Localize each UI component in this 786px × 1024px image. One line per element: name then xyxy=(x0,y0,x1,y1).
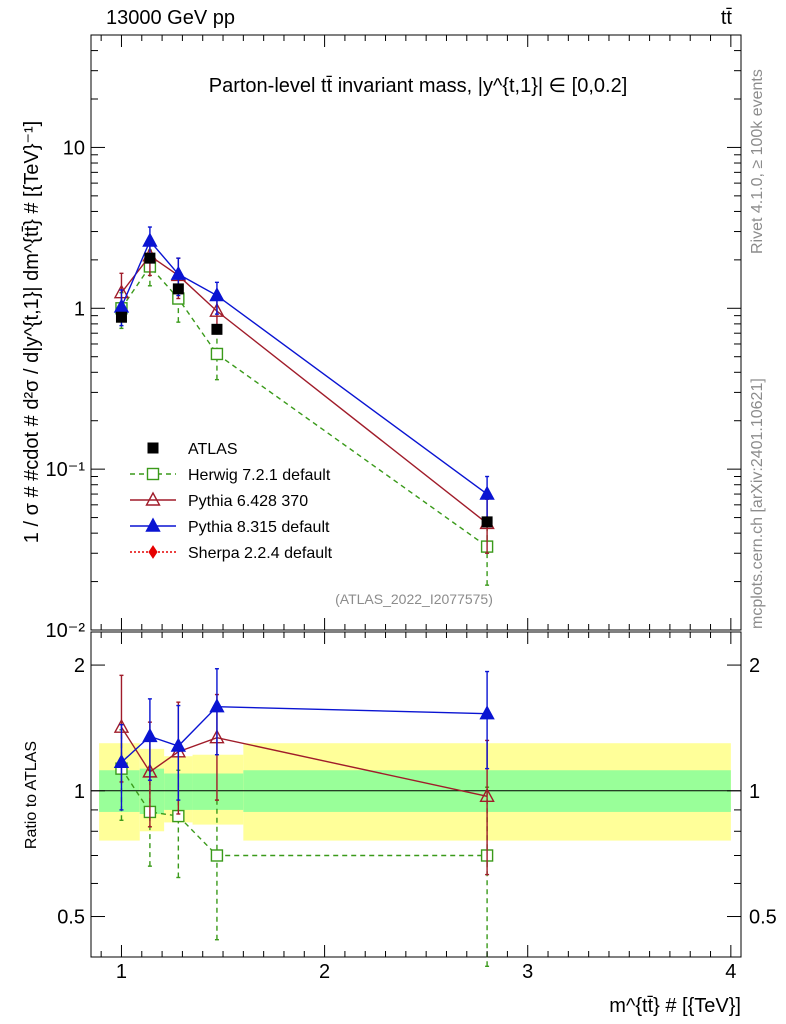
ratio-point xyxy=(142,727,158,743)
ratio-point xyxy=(113,753,130,769)
data-point xyxy=(209,287,225,302)
x-tick-label: 4 xyxy=(725,961,736,983)
legend-label: ATLAS xyxy=(188,441,238,458)
ratio-tick-label-right: 2 xyxy=(749,655,760,677)
ratio-series-line xyxy=(120,768,488,857)
data-point xyxy=(209,302,225,317)
ratio-plot: 0.5 0.5 1 1 2 2 xyxy=(57,631,777,968)
ratio-tick-label-right: 1 xyxy=(749,781,760,803)
ratio-y-axis-label: Ratio to ATLAS xyxy=(23,741,40,849)
x-tick-label: 1 xyxy=(116,961,127,983)
ratio-point xyxy=(479,787,495,803)
atlas-point xyxy=(115,311,127,323)
ratio-uncertainty-bands xyxy=(99,743,731,841)
atlas-point xyxy=(211,323,223,335)
header-process: tt̄ xyxy=(721,7,733,29)
y-tick-label: 1 xyxy=(74,298,85,320)
ratio-series-2 xyxy=(113,668,495,811)
legend-label: Pythia 8.315 default xyxy=(188,519,330,536)
ratio-point xyxy=(479,705,495,720)
legend: ATLAS Herwig 7.2.1 default Pythia 6.428 37… xyxy=(130,441,333,562)
atlas-point xyxy=(481,516,493,528)
ratio-tick-label-right: 0.5 xyxy=(749,907,777,929)
ratio-tick-label: 0.5 xyxy=(57,907,85,929)
data-point xyxy=(479,485,495,500)
legend-marker xyxy=(147,442,159,454)
legend-marker xyxy=(146,467,160,481)
data-point xyxy=(142,232,158,247)
legend-marker xyxy=(145,517,161,532)
x-tick-label: 2 xyxy=(319,961,330,983)
mcplots-label: mcplots.cern.ch [arXiv:2401.10621] xyxy=(749,378,766,629)
legend-label: Pythia 6.428 370 xyxy=(188,493,308,510)
ratio-tick-label: 2 xyxy=(74,655,85,677)
y-axis-label: 1 / σ # #cdot # d²σ / d|y^{t,1}| dm^{tt̄… xyxy=(21,121,43,543)
data-point xyxy=(170,265,187,280)
legend-label: Herwig 7.2.1 default xyxy=(188,467,331,484)
band-inner-3 xyxy=(192,773,244,810)
watermark: (ATLAS_2022_I2077575) xyxy=(335,591,493,607)
ratio-point xyxy=(170,737,187,752)
atlas-point xyxy=(172,283,184,295)
ratio-frame xyxy=(90,631,742,958)
y-tick-label: 10⁻² xyxy=(46,620,86,642)
legend-marker xyxy=(148,545,158,559)
atlas-data xyxy=(115,252,493,528)
atlas-point xyxy=(144,252,156,264)
y-tick-label: 10 xyxy=(63,137,85,159)
header-energy: 13000 GeV pp xyxy=(106,7,235,29)
y-tick-label: 10⁻¹ xyxy=(46,459,86,481)
rivet-label: Rivet 4.1.0, ≥ 100k events xyxy=(749,69,766,254)
legend-marker xyxy=(145,491,161,506)
ratio-point xyxy=(209,698,225,713)
main-frame xyxy=(90,34,742,631)
main-plot: 10⁻² 10⁻¹ 1 10 xyxy=(46,34,742,642)
ratio-tick-label: 1 xyxy=(74,781,85,803)
x-tick-label: 3 xyxy=(522,961,533,983)
chart-title: Parton-level tt̄ invariant mass, |y^{t,1… xyxy=(209,75,628,97)
x-axis-label: m^{tt̄} # [{TeV}] xyxy=(609,995,741,1017)
legend-label: Sherpa 2.2.4 default xyxy=(188,545,333,562)
series-2 xyxy=(113,226,495,519)
data-point xyxy=(210,347,224,361)
ratio-point xyxy=(210,849,224,862)
